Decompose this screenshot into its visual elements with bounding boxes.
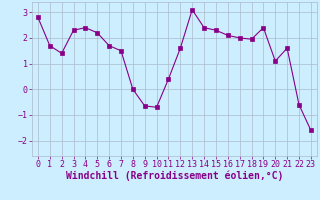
X-axis label: Windchill (Refroidissement éolien,°C): Windchill (Refroidissement éolien,°C) — [66, 171, 283, 181]
